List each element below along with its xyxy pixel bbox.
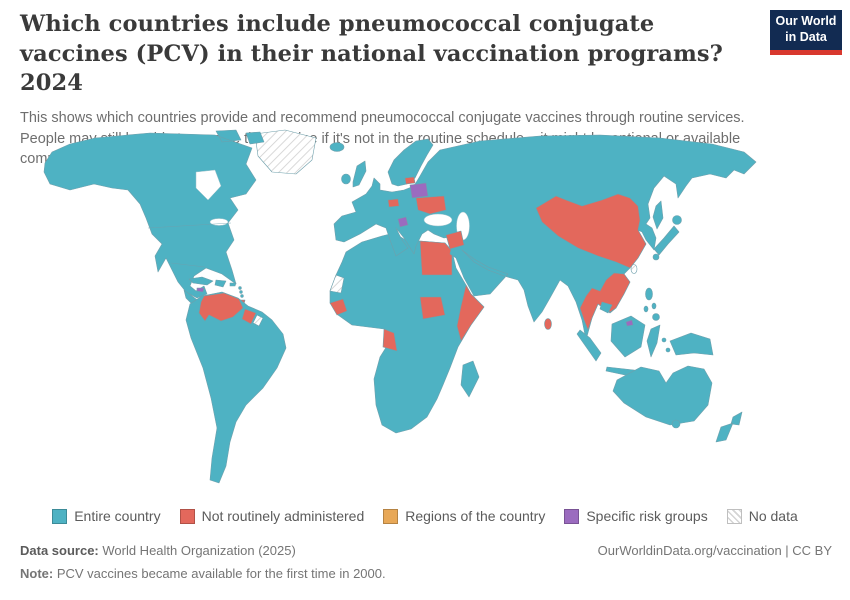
legend-swatch-risk-groups — [564, 508, 580, 524]
us-mexico-border — [170, 262, 206, 268]
map-region-china[interactable] — [535, 193, 647, 269]
legend-item-entire-country[interactable]: Entire country — [52, 508, 161, 524]
great-lakes — [209, 218, 229, 226]
map-region-suriname[interactable] — [241, 308, 257, 325]
map-region-madagascar[interactable] — [460, 360, 480, 398]
map-region-guinea[interactable] — [329, 298, 348, 316]
attribution-link[interactable]: OurWorldinData.org/vaccination | CC BY — [597, 543, 832, 558]
legend-swatch-no-data — [726, 508, 742, 524]
map-region-iceland[interactable] — [329, 142, 345, 152]
map-region-ireland[interactable] — [341, 173, 351, 185]
map-region-hispaniola[interactable] — [214, 279, 227, 288]
owid-logo-line2: in Data — [785, 30, 827, 44]
map-region-south-america[interactable] — [185, 291, 287, 484]
data-source-text: World Health Organization (2025) — [98, 543, 296, 558]
chart-footer: Data source: World Health Organization (… — [20, 543, 832, 558]
map-region-indochina[interactable] — [579, 272, 631, 331]
map-region-new-zealand[interactable] — [715, 411, 743, 443]
map-region-uk[interactable] — [352, 160, 367, 188]
map-region-north-america[interactable] — [43, 129, 265, 299]
legend-label: Specific risk groups — [586, 508, 708, 524]
map-region-belarus[interactable] — [409, 182, 429, 199]
map-region-south-sudan[interactable] — [419, 296, 446, 320]
map-region-greenland[interactable] — [254, 129, 317, 175]
map-legend: Entire country Not routinely administere… — [0, 508, 850, 524]
hudson-bay — [195, 169, 222, 201]
legend-swatch-regions — [383, 508, 399, 524]
legend-label: Regions of the country — [405, 508, 546, 524]
map-region-egypt[interactable] — [419, 240, 453, 276]
legend-swatch-not-routinely — [179, 508, 195, 524]
legend-item-risk-groups[interactable]: Specific risk groups — [564, 508, 708, 524]
map-region-western-sahara[interactable] — [329, 274, 345, 294]
legend-label: Entire country — [74, 508, 161, 524]
map-region-borneo[interactable] — [610, 315, 646, 358]
data-source-line: Data source: World Health Organization (… — [20, 543, 296, 558]
map-region-japan[interactable] — [652, 215, 682, 261]
us-canada-border — [147, 222, 232, 229]
legend-label: No data — [748, 508, 798, 524]
map-region-sakhalin[interactable] — [652, 200, 664, 230]
data-source-label: Data source: — [20, 543, 99, 558]
map-region-brunei[interactable] — [625, 319, 634, 327]
map-region-gabon[interactable] — [382, 328, 398, 352]
map-region-australia[interactable] — [612, 365, 713, 426]
map-region-sri-lanka[interactable] — [544, 318, 552, 330]
map-region-cuba[interactable] — [188, 276, 214, 286]
map-region-bosnia[interactable] — [397, 216, 409, 228]
chart-title: Which countries include pneumococcal con… — [20, 11, 723, 97]
map-region-philippines[interactable] — [643, 287, 660, 321]
map-region-jamaica[interactable] — [196, 287, 205, 293]
note-label: Note: — [20, 566, 54, 581]
map-region-new-guinea[interactable] — [669, 332, 714, 356]
owid-logo-line1: Our World — [775, 14, 837, 29]
legend-swatch-entire-country — [52, 508, 68, 524]
map-region-lesser-antilles[interactable] — [238, 286, 244, 298]
map-region-puerto-rico[interactable] — [229, 282, 237, 287]
map-region-moluccas[interactable] — [661, 337, 671, 353]
map-region-czechia[interactable] — [387, 198, 400, 208]
world-map — [0, 128, 850, 506]
map-region-sulawesi[interactable] — [646, 324, 661, 358]
world-map-svg — [43, 129, 757, 484]
note-text: PCV vaccines became available for the fi… — [53, 566, 386, 581]
legend-item-regions[interactable]: Regions of the country — [383, 508, 545, 524]
map-region-somalia[interactable] — [456, 284, 485, 342]
map-region-venezuela[interactable] — [198, 292, 244, 322]
note-line: Note: PCV vaccines became available for … — [20, 566, 386, 581]
legend-label: Not routinely administered — [201, 508, 365, 524]
map-region-estonia[interactable] — [404, 176, 416, 185]
map-region-syria[interactable] — [445, 230, 465, 250]
map-region-ukraine[interactable] — [415, 195, 447, 215]
map-region-tasmania[interactable] — [671, 419, 681, 429]
owid-logo[interactable]: Our World in Data — [770, 10, 842, 55]
black-sea — [423, 213, 453, 227]
map-region-taiwan[interactable] — [630, 264, 638, 274]
map-region-cambodia[interactable] — [599, 301, 613, 314]
legend-item-not-routinely[interactable]: Not routinely administered — [179, 508, 365, 524]
legend-item-no-data[interactable]: No data — [726, 508, 798, 524]
map-region-sumatra[interactable] — [576, 329, 602, 362]
map-region-french-guiana[interactable] — [252, 314, 264, 327]
